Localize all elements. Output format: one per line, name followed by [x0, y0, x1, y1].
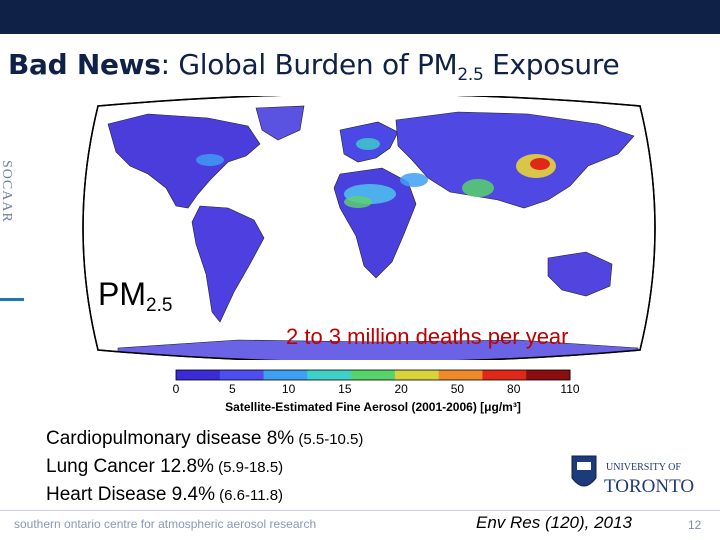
title-subscript: 2.5 — [457, 65, 484, 85]
east-china-peak-aerosol — [530, 158, 550, 170]
stat-row-cardiopulmonary: Cardiopulmonary disease 8% (5.5-10.5) — [46, 425, 363, 453]
title-tail: Exposure — [483, 48, 620, 81]
colorbar-tick-label: 5 — [229, 382, 236, 396]
colorbar-segment — [438, 370, 483, 380]
top-banner — [0, 0, 720, 34]
page-number: 12 — [688, 518, 702, 532]
colorbar-legend: 0 5 10 15 20 50 80 110 Satellite-Estimated Fine … — [173, 369, 580, 414]
greenland-landmass — [255, 105, 305, 141]
stat-label: Heart Disease 9.4% — [46, 484, 215, 505]
west-africa-high-aerosol — [344, 196, 372, 208]
australia-landmass — [547, 251, 613, 297]
india-aerosol — [462, 179, 494, 197]
footer-divider — [0, 510, 720, 511]
crest-book-icon — [577, 462, 591, 470]
pm25-map-label: PM2.5 — [98, 276, 172, 317]
colorbar-tick-label: 0 — [173, 382, 180, 396]
colorbar-tick-label: 80 — [507, 382, 521, 396]
colorbar-tick-label: 110 — [560, 382, 579, 396]
middle-east-aerosol — [400, 173, 428, 187]
stat-range: (6.6-11.8) — [214, 487, 284, 504]
side-logo-text: SOCAAR — [0, 160, 14, 223]
colorbar-segment — [394, 370, 440, 380]
title-rest: : Global Burden of PM — [160, 48, 458, 81]
europe-aerosol — [356, 138, 380, 150]
footer-text: southern ontario centre for atmospheric … — [14, 517, 317, 531]
asia-landmass — [395, 111, 635, 209]
pm-label-text: PM — [98, 276, 146, 312]
university-of-toronto-logo: UNIVERSITY OF TORONTO — [571, 455, 694, 497]
colorbar-segment — [219, 370, 265, 380]
logo-line1: UNIVERSITY OF — [606, 462, 681, 473]
citation: Env Res (120), 2013 — [476, 513, 632, 532]
map-outline — [82, 96, 656, 360]
colorbar-tick-label: 20 — [394, 382, 408, 396]
colorbar-tick-label: 50 — [451, 382, 465, 396]
title-bold: Bad News — [8, 48, 161, 81]
stat-range: (5.5-10.5) — [294, 431, 364, 448]
health-stats: Cardiopulmonary disease 8% (5.5-10.5) Lu… — [46, 425, 363, 509]
colorbar-tick-label: 10 — [282, 382, 296, 396]
world-pm25-map — [82, 96, 656, 360]
colorbar-title: Satellite-Estimated Fine Aerosol (2001-2… — [225, 400, 521, 414]
side-accent-dash — [0, 298, 24, 301]
stat-row-lung-cancer: Lung Cancer 12.8% (5.9-18.5) — [46, 453, 363, 481]
colorbar-segment — [307, 370, 352, 380]
deaths-annotation: 2 to 3 million deaths per year — [286, 324, 569, 349]
stat-label: Lung Cancer 12.8% — [46, 456, 214, 477]
slide-title: Bad News: Global Burden of PM2.5 Exposur… — [8, 48, 620, 85]
colorbar-segment — [526, 370, 571, 380]
colorbar-tick-label: 15 — [338, 382, 352, 396]
crest-icon — [571, 455, 597, 487]
colorbar-segment — [176, 370, 221, 380]
south-america-landmass — [191, 205, 265, 323]
colorbar-segment — [351, 370, 396, 380]
colorbar-frame — [175, 369, 571, 381]
stat-range: (5.9-18.5) — [213, 459, 284, 476]
pm-label-subscript: 2.5 — [146, 295, 173, 316]
stat-label: Cardiopulmonary disease 8% — [46, 428, 295, 449]
north-america-landmass — [107, 113, 261, 209]
eastern-us-aerosol — [196, 154, 224, 166]
colorbar-segment — [263, 370, 308, 380]
logo-line2: TORONTO — [604, 476, 694, 497]
stat-row-heart-disease: Heart Disease 9.4% (6.6-11.8) — [46, 481, 363, 509]
colorbar-segment — [482, 370, 527, 380]
